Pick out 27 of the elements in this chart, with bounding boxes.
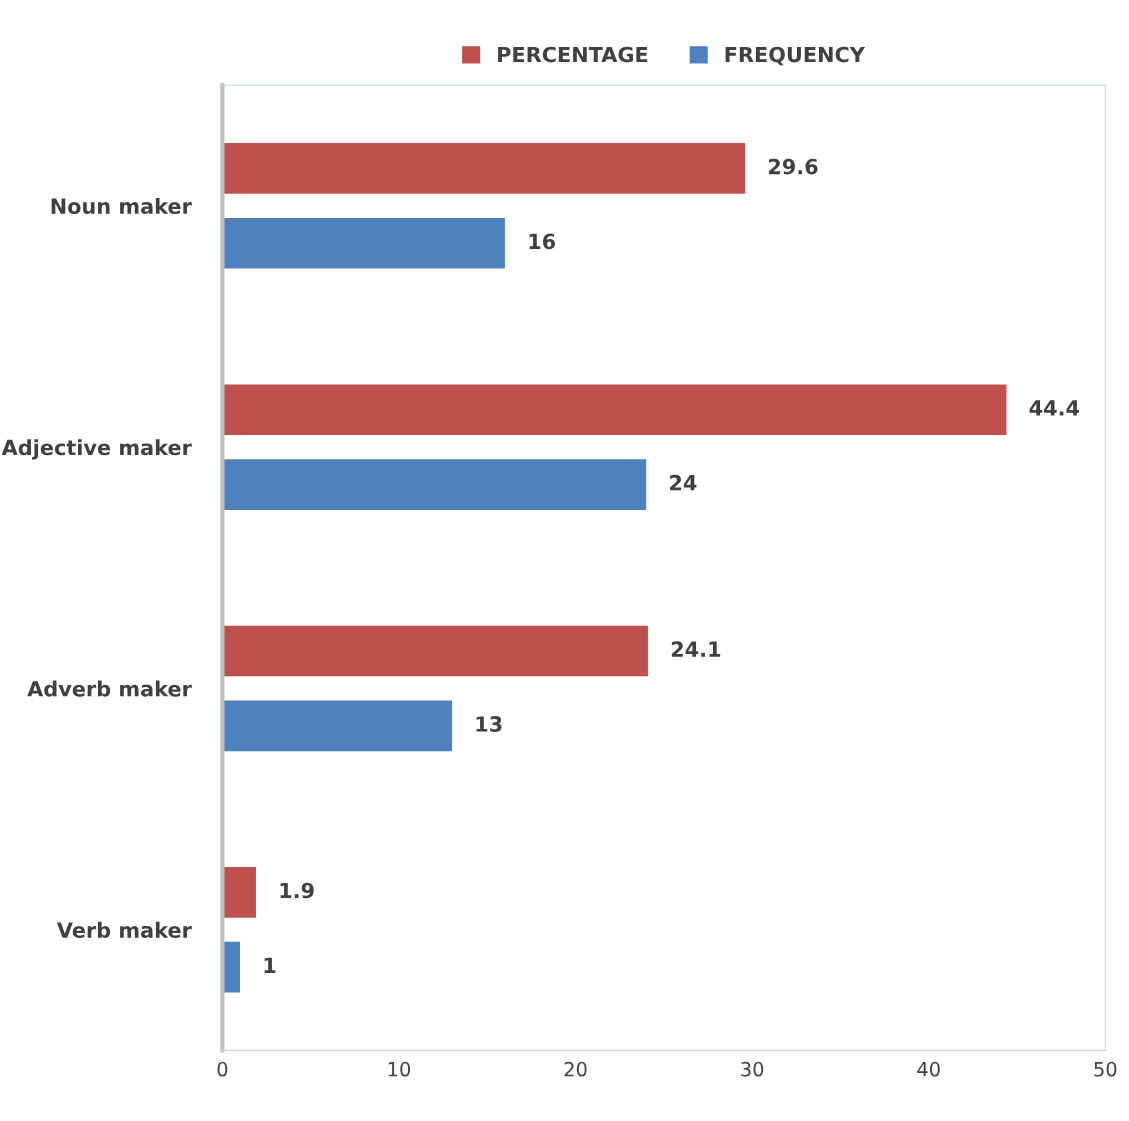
data-label: 1: [264, 957, 276, 973]
bar: [222, 700, 452, 752]
data-label: 1.9: [280, 882, 314, 899]
y-tick-label: Verb maker: [56, 921, 192, 938]
bar: [222, 625, 648, 677]
x-tick-label: 0: [217, 1061, 228, 1077]
data-label: 44.4: [1029, 400, 1080, 416]
x-tick-label: 40: [917, 1061, 940, 1077]
bar: [222, 217, 505, 269]
x-tick-label: 50: [1094, 1061, 1117, 1077]
x-tick-label: 20: [564, 1061, 587, 1077]
bar: [222, 384, 1007, 436]
data-label: 29.6: [768, 158, 818, 175]
legend-label: FREQUENCY: [725, 46, 866, 66]
bar: [222, 866, 256, 918]
data-label: 16: [529, 233, 556, 250]
y-tick-label: Adverb maker: [27, 680, 192, 697]
data-label: 24.1: [671, 641, 721, 657]
x-tick-label: 30: [741, 1061, 764, 1077]
bar: [222, 143, 746, 194]
y-tick-label: Noun maker: [51, 197, 192, 215]
data-label: 13: [476, 716, 502, 732]
x-tick-label: 10: [388, 1061, 411, 1077]
legend-label: PERCENTAGE: [498, 46, 648, 63]
data-label: 24: [670, 474, 697, 491]
y-tick-label: Adjective maker: [1, 439, 192, 460]
bar: [222, 459, 647, 510]
